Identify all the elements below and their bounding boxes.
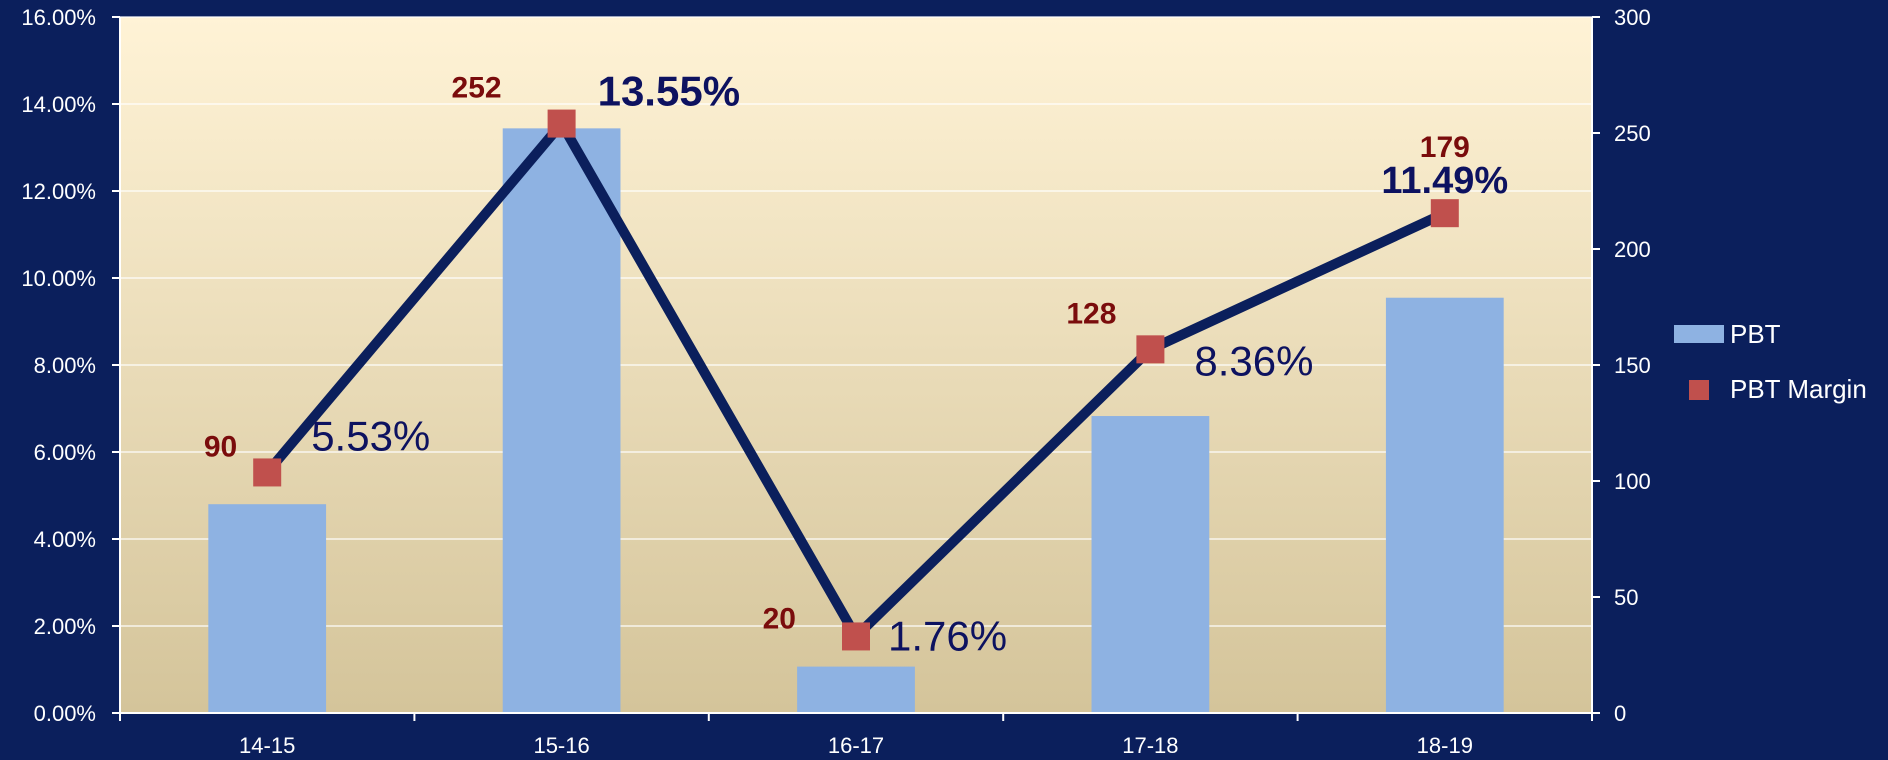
gridlines — [120, 16, 1592, 627]
right-axis-tick-label: 200 — [1614, 237, 1651, 262]
legend: PBT PBT Margin — [1674, 319, 1867, 404]
bar-pbt — [208, 504, 327, 713]
right-axis-tick-label: 150 — [1614, 353, 1651, 378]
pbt-margin-data-label: 13.55% — [598, 68, 740, 115]
right-axis-tick-label: 300 — [1614, 5, 1651, 30]
pbt-data-label: 252 — [452, 72, 502, 105]
pbt-margin-data-label: 11.49% — [1381, 160, 1508, 202]
pbt-margin-marker — [1136, 335, 1165, 364]
pbt-margin-marker — [1430, 199, 1459, 228]
right-axis-tick-label: 250 — [1614, 121, 1651, 146]
left-axis-tick-label: 2.00% — [34, 614, 96, 639]
right-axis-tick-label: 0 — [1614, 701, 1626, 726]
x-axis-tick-label: 16-17 — [828, 733, 884, 758]
pbt-data-label: 20 — [763, 602, 796, 635]
pbt-data-label: 90 — [204, 430, 237, 463]
legend-label-pbt: PBT — [1730, 319, 1781, 349]
pbt-margin-marker — [253, 458, 282, 487]
left-axis-tick-label: 10.00% — [21, 266, 96, 291]
pbt-data-label: 128 — [1066, 297, 1116, 330]
x-axis-tick-label: 17-18 — [1122, 733, 1178, 758]
right-axis-tick-label: 50 — [1614, 585, 1638, 610]
left-axis-tick-label: 8.00% — [34, 353, 96, 378]
pbt-data-label: 179 — [1420, 131, 1470, 164]
pbt-margin-data-label: 5.53% — [311, 412, 430, 459]
bar-pbt — [797, 666, 915, 713]
left-axis-ticks: 0.00% 2.00% 4.00% 6.00% 8.00% 10.00% 12.00% 14.… — [21, 5, 120, 726]
left-axis-tick-label: 0.00% — [34, 701, 96, 726]
bar-pbt — [1091, 416, 1210, 713]
pbt-margin-data-label: 8.36% — [1194, 337, 1313, 384]
pbt-margin-marker — [842, 622, 870, 651]
pbt-margin-data-label: 1.76% — [888, 612, 1007, 659]
pbt-data-labels: 90 252 20 128 179 — [204, 72, 1470, 636]
x-axis-ticks: 14-15 15-16 16-17 17-18 18-19 — [239, 733, 1473, 758]
x-axis-tick-label: 15-16 — [533, 733, 589, 758]
legend-swatch-pbt-margin — [1689, 380, 1709, 400]
left-axis-tick-label: 14.00% — [21, 92, 96, 117]
legend-label-pbt-margin: PBT Margin — [1730, 374, 1867, 404]
pbt-margin-marker — [547, 109, 576, 138]
x-axis-tick-label: 18-19 — [1417, 733, 1473, 758]
right-axis-ticks: 0 50 100 150 200 250 300 — [1592, 5, 1651, 726]
bar-pbt — [502, 128, 621, 714]
left-axis-tick-label: 6.00% — [34, 440, 96, 465]
pbt-bars — [208, 128, 1504, 714]
bar-pbt — [1385, 297, 1504, 713]
pbt-margin-data-labels: 5.53% 13.55% 1.76% 8.36% 11.49% — [311, 68, 1508, 660]
legend-swatch-pbt — [1674, 325, 1724, 343]
x-axis-tick-label: 14-15 — [239, 733, 295, 758]
left-axis-tick-label: 12.00% — [21, 179, 96, 204]
right-axis-tick-label: 100 — [1614, 469, 1651, 494]
left-axis-tick-label: 4.00% — [34, 527, 96, 552]
pbt-margin-markers — [253, 109, 1459, 651]
left-axis-tick-label: 16.00% — [21, 5, 96, 30]
